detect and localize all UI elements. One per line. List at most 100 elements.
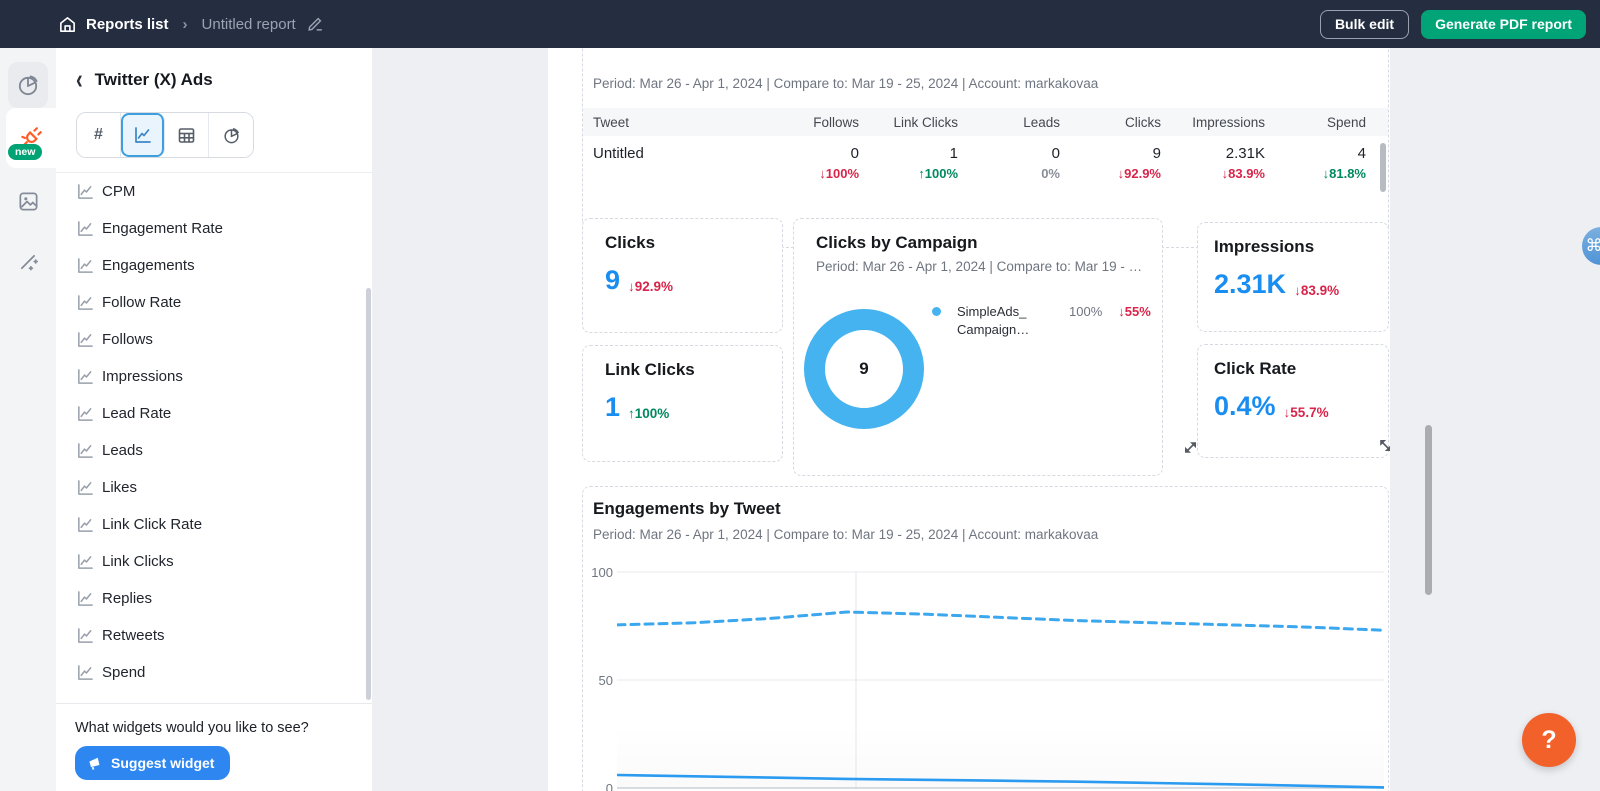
metric-label: Follow Rate <box>102 294 182 311</box>
metric-label: Replies <box>102 590 153 607</box>
metric-item-spend[interactable]: Spend <box>56 654 372 691</box>
line-chart-icon <box>78 664 93 680</box>
view-linechart-button[interactable] <box>121 113 165 157</box>
campaign-donut-chart: 9 <box>804 309 924 429</box>
y-tick-0: 0 <box>605 781 613 791</box>
suggest-widget-button[interactable]: Suggest widget <box>75 746 231 780</box>
metric-item-lead-rate[interactable]: Lead Rate <box>56 395 372 432</box>
line-chart-icon <box>78 257 93 273</box>
metric-label: Engagement Rate <box>102 220 223 237</box>
click-rate-value: 0.4% <box>1214 391 1276 421</box>
design-tab[interactable] <box>8 238 48 284</box>
metric-item-follow-rate[interactable]: Follow Rate <box>56 284 372 321</box>
sidebar-scrollbar[interactable] <box>366 288 371 700</box>
metric-label: Leads <box>102 442 143 459</box>
metric-label: Link Clicks <box>102 553 174 570</box>
legend-delta: ↓55% <box>1118 304 1151 319</box>
widget-title: Clicks <box>605 233 656 252</box>
tweets-table-widget[interactable]: Period: Mar 26 - Apr 1, 2024 | Compare t… <box>582 48 1389 248</box>
cell-spend: 4 ↓81.8% <box>1322 145 1366 181</box>
col-follows: Follows <box>813 114 859 130</box>
link-clicks-widget[interactable]: Link Clicks 1 ↑100% <box>582 345 783 462</box>
campaign-legend: SimpleAds_ Campaign… 100% ↓55% <box>932 303 1151 338</box>
metric-item-likes[interactable]: Likes <box>56 469 372 506</box>
line-chart-icon <box>78 516 93 532</box>
line-chart-icon <box>78 183 93 199</box>
metric-item-replies[interactable]: Replies <box>56 580 372 617</box>
line-chart-icon <box>78 479 93 495</box>
cell-link-clicks: 1 ↑100% <box>918 145 958 181</box>
table-header-row: Tweet Follows Link Clicks Leads Clicks I… <box>583 108 1388 136</box>
metric-item-link-clicks[interactable]: Link Clicks <box>56 543 372 580</box>
metric-item-engagement-rate[interactable]: Engagement Rate <box>56 210 372 247</box>
media-tab[interactable] <box>8 178 48 224</box>
clicks-widget[interactable]: Clicks 9 ↓92.9% <box>582 218 783 333</box>
view-table-button[interactable] <box>165 113 209 157</box>
widget-sidebar: ‹ Twitter (X) Ads # CPM Engagement Rate … <box>56 48 372 791</box>
bulk-edit-button[interactable]: Bulk edit <box>1319 9 1410 39</box>
metric-item-retweets[interactable]: Retweets <box>56 617 372 654</box>
metric-item-link-click-rate[interactable]: Link Click Rate <box>56 506 372 543</box>
legend-dot <box>932 307 941 316</box>
view-number-button[interactable]: # <box>77 113 121 157</box>
link-clicks-value: 1 <box>605 392 621 422</box>
donut-center-value: 9 <box>859 359 869 378</box>
y-tick-100: 100 <box>591 565 613 580</box>
widget-title: Engagements by Tweet <box>593 499 781 518</box>
cell-follows: 0 ↓100% <box>819 145 859 181</box>
metric-item-follows[interactable]: Follows <box>56 321 372 358</box>
magic-wand-icon <box>20 254 38 271</box>
engagements-by-tweet-widget[interactable]: Engagements by Tweet Period: Mar 26 - Ap… <box>582 486 1389 791</box>
metric-label: Spend <box>102 664 146 681</box>
y-tick-50: 50 <box>598 673 613 688</box>
impressions-delta: ↓83.9% <box>1294 283 1340 298</box>
cell-clicks: 9 ↓92.9% <box>1117 145 1161 181</box>
widget-title: Clicks by Campaign <box>816 233 978 252</box>
metric-item-cpm[interactable]: CPM <box>56 173 372 210</box>
widgets-tab[interactable] <box>8 62 48 108</box>
campaign-period-line: Period: Mar 26 - Apr 1, 2024 | Compare t… <box>816 259 1148 274</box>
back-chevron-icon[interactable]: ‹ <box>76 64 83 96</box>
resize-handle-right[interactable] <box>1378 438 1390 453</box>
clicks-value: 9 <box>605 265 621 295</box>
keyboard-shortcuts-button[interactable]: ⌘ <box>1582 227 1600 265</box>
current-period-line <box>617 773 1384 789</box>
click-rate-widget[interactable]: Click Rate 0.4% ↓55.7% <box>1197 344 1389 458</box>
metric-item-engagements[interactable]: Engagements <box>56 247 372 284</box>
suggest-widget-label: Suggest widget <box>111 755 215 771</box>
view-piechart-button[interactable] <box>209 113 253 157</box>
line-chart-icon <box>78 368 93 384</box>
col-clicks: Clicks <box>1125 114 1161 130</box>
metric-label: Link Click Rate <box>102 516 203 533</box>
impressions-widget[interactable]: Impressions 2.31K ↓83.9% <box>1197 222 1389 332</box>
metric-label: Lead Rate <box>102 405 172 422</box>
col-link-clicks: Link Clicks <box>893 114 958 130</box>
breadcrumb-reports-list[interactable]: Reports list <box>86 15 169 33</box>
help-button[interactable]: ? <box>1522 713 1576 767</box>
metric-item-impressions[interactable]: Impressions <box>56 358 372 395</box>
question-mark-icon: ? <box>1541 725 1557 754</box>
cell-leads: 0 0% <box>1041 145 1060 181</box>
col-tweet: Tweet <box>593 114 630 130</box>
top-bar: Reports list › Untitled report Bulk edit… <box>0 0 1600 48</box>
line-chart-icon <box>78 627 93 643</box>
metric-label: Engagements <box>102 257 195 274</box>
table-period-line: Period: Mar 26 - Apr 1, 2024 | Compare t… <box>593 76 1099 91</box>
generate-pdf-button[interactable]: Generate PDF report <box>1421 9 1586 39</box>
report-area: Period: Mar 26 - Apr 1, 2024 | Compare t… <box>372 48 1600 791</box>
page-scrollbar[interactable] <box>1425 425 1432 595</box>
left-icon-rail: new <box>0 48 56 791</box>
metric-item-leads[interactable]: Leads <box>56 432 372 469</box>
breadcrumb-report-title: Untitled report <box>201 15 296 33</box>
metric-label: Impressions <box>102 368 183 385</box>
home-icon[interactable] <box>58 15 77 34</box>
clicks-by-campaign-widget[interactable]: Clicks by Campaign Period: Mar 26 - Apr … <box>793 218 1163 476</box>
line-chart-icon <box>78 590 93 606</box>
resize-handle-left[interactable] <box>1183 440 1198 455</box>
megaphone-icon <box>89 757 100 770</box>
line-chart-icon <box>135 126 151 143</box>
line-chart-icon <box>78 553 93 569</box>
edit-title-icon[interactable] <box>306 15 324 33</box>
table-scrollbar[interactable] <box>1380 143 1386 192</box>
line-chart-icon <box>78 294 93 310</box>
